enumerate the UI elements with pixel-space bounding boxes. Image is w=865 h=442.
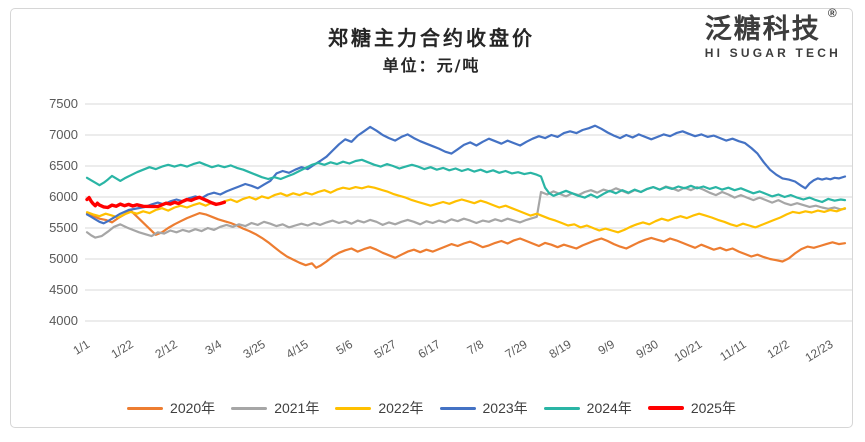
legend-item-2024年: 2024年 <box>543 398 632 418</box>
legend-label: 2023年 <box>482 400 528 416</box>
series-line-2022年 <box>85 185 847 234</box>
company-logo: 泛糖科技 ® HI SUGAR TECH <box>704 7 841 60</box>
legend-swatch <box>335 406 372 410</box>
logo-tagline: HI SUGAR TECH <box>704 46 841 60</box>
legend-swatch <box>439 406 476 410</box>
y-axis-label: 7000 <box>49 127 78 142</box>
series-line-2023年 <box>85 124 847 225</box>
legend-item-2023年: 2023年 <box>439 398 528 418</box>
legend-item-2025年: 2025年 <box>647 398 736 418</box>
series-line-2020年 <box>85 209 847 269</box>
chart-subtitle: 单位：元/吨 <box>382 56 481 75</box>
logo-brand-text: 泛糖科技 <box>704 14 821 44</box>
y-axis-label: 7500 <box>49 96 78 111</box>
legend-item-2022年: 2022年 <box>335 398 424 418</box>
series-line-2025年 <box>85 195 227 210</box>
legend-swatch <box>127 406 164 410</box>
y-axis-label: 4000 <box>49 313 78 328</box>
y-axis-label: 5500 <box>49 220 78 235</box>
legend-swatch <box>231 406 268 410</box>
y-axis-label: 6500 <box>49 158 78 173</box>
legend-label: 2022年 <box>378 400 424 416</box>
series-line-2021年 <box>85 185 847 239</box>
legend-label: 2020年 <box>170 400 216 416</box>
y-axis-label: 6000 <box>49 189 78 204</box>
legend-swatch <box>543 406 580 410</box>
y-axis-label: 4500 <box>49 282 78 297</box>
legend: 2020年 2021年 2022年 2023年 2024年 2025年 <box>10 396 853 420</box>
legend-label: 2024年 <box>586 400 632 416</box>
legend-item-2021年: 2021年 <box>231 398 319 418</box>
chart-title: 郑糖主力合约收盘价 <box>328 26 535 50</box>
registered-trademark-icon: ® <box>827 6 837 20</box>
legend-label: 2025年 <box>690 400 736 416</box>
legend-item-2020年: 2020年 <box>127 398 215 418</box>
legend-label: 2021年 <box>274 400 320 416</box>
y-axis-label: 5000 <box>49 251 78 266</box>
series-line-2024年 <box>85 158 847 204</box>
legend-swatch <box>647 406 684 410</box>
